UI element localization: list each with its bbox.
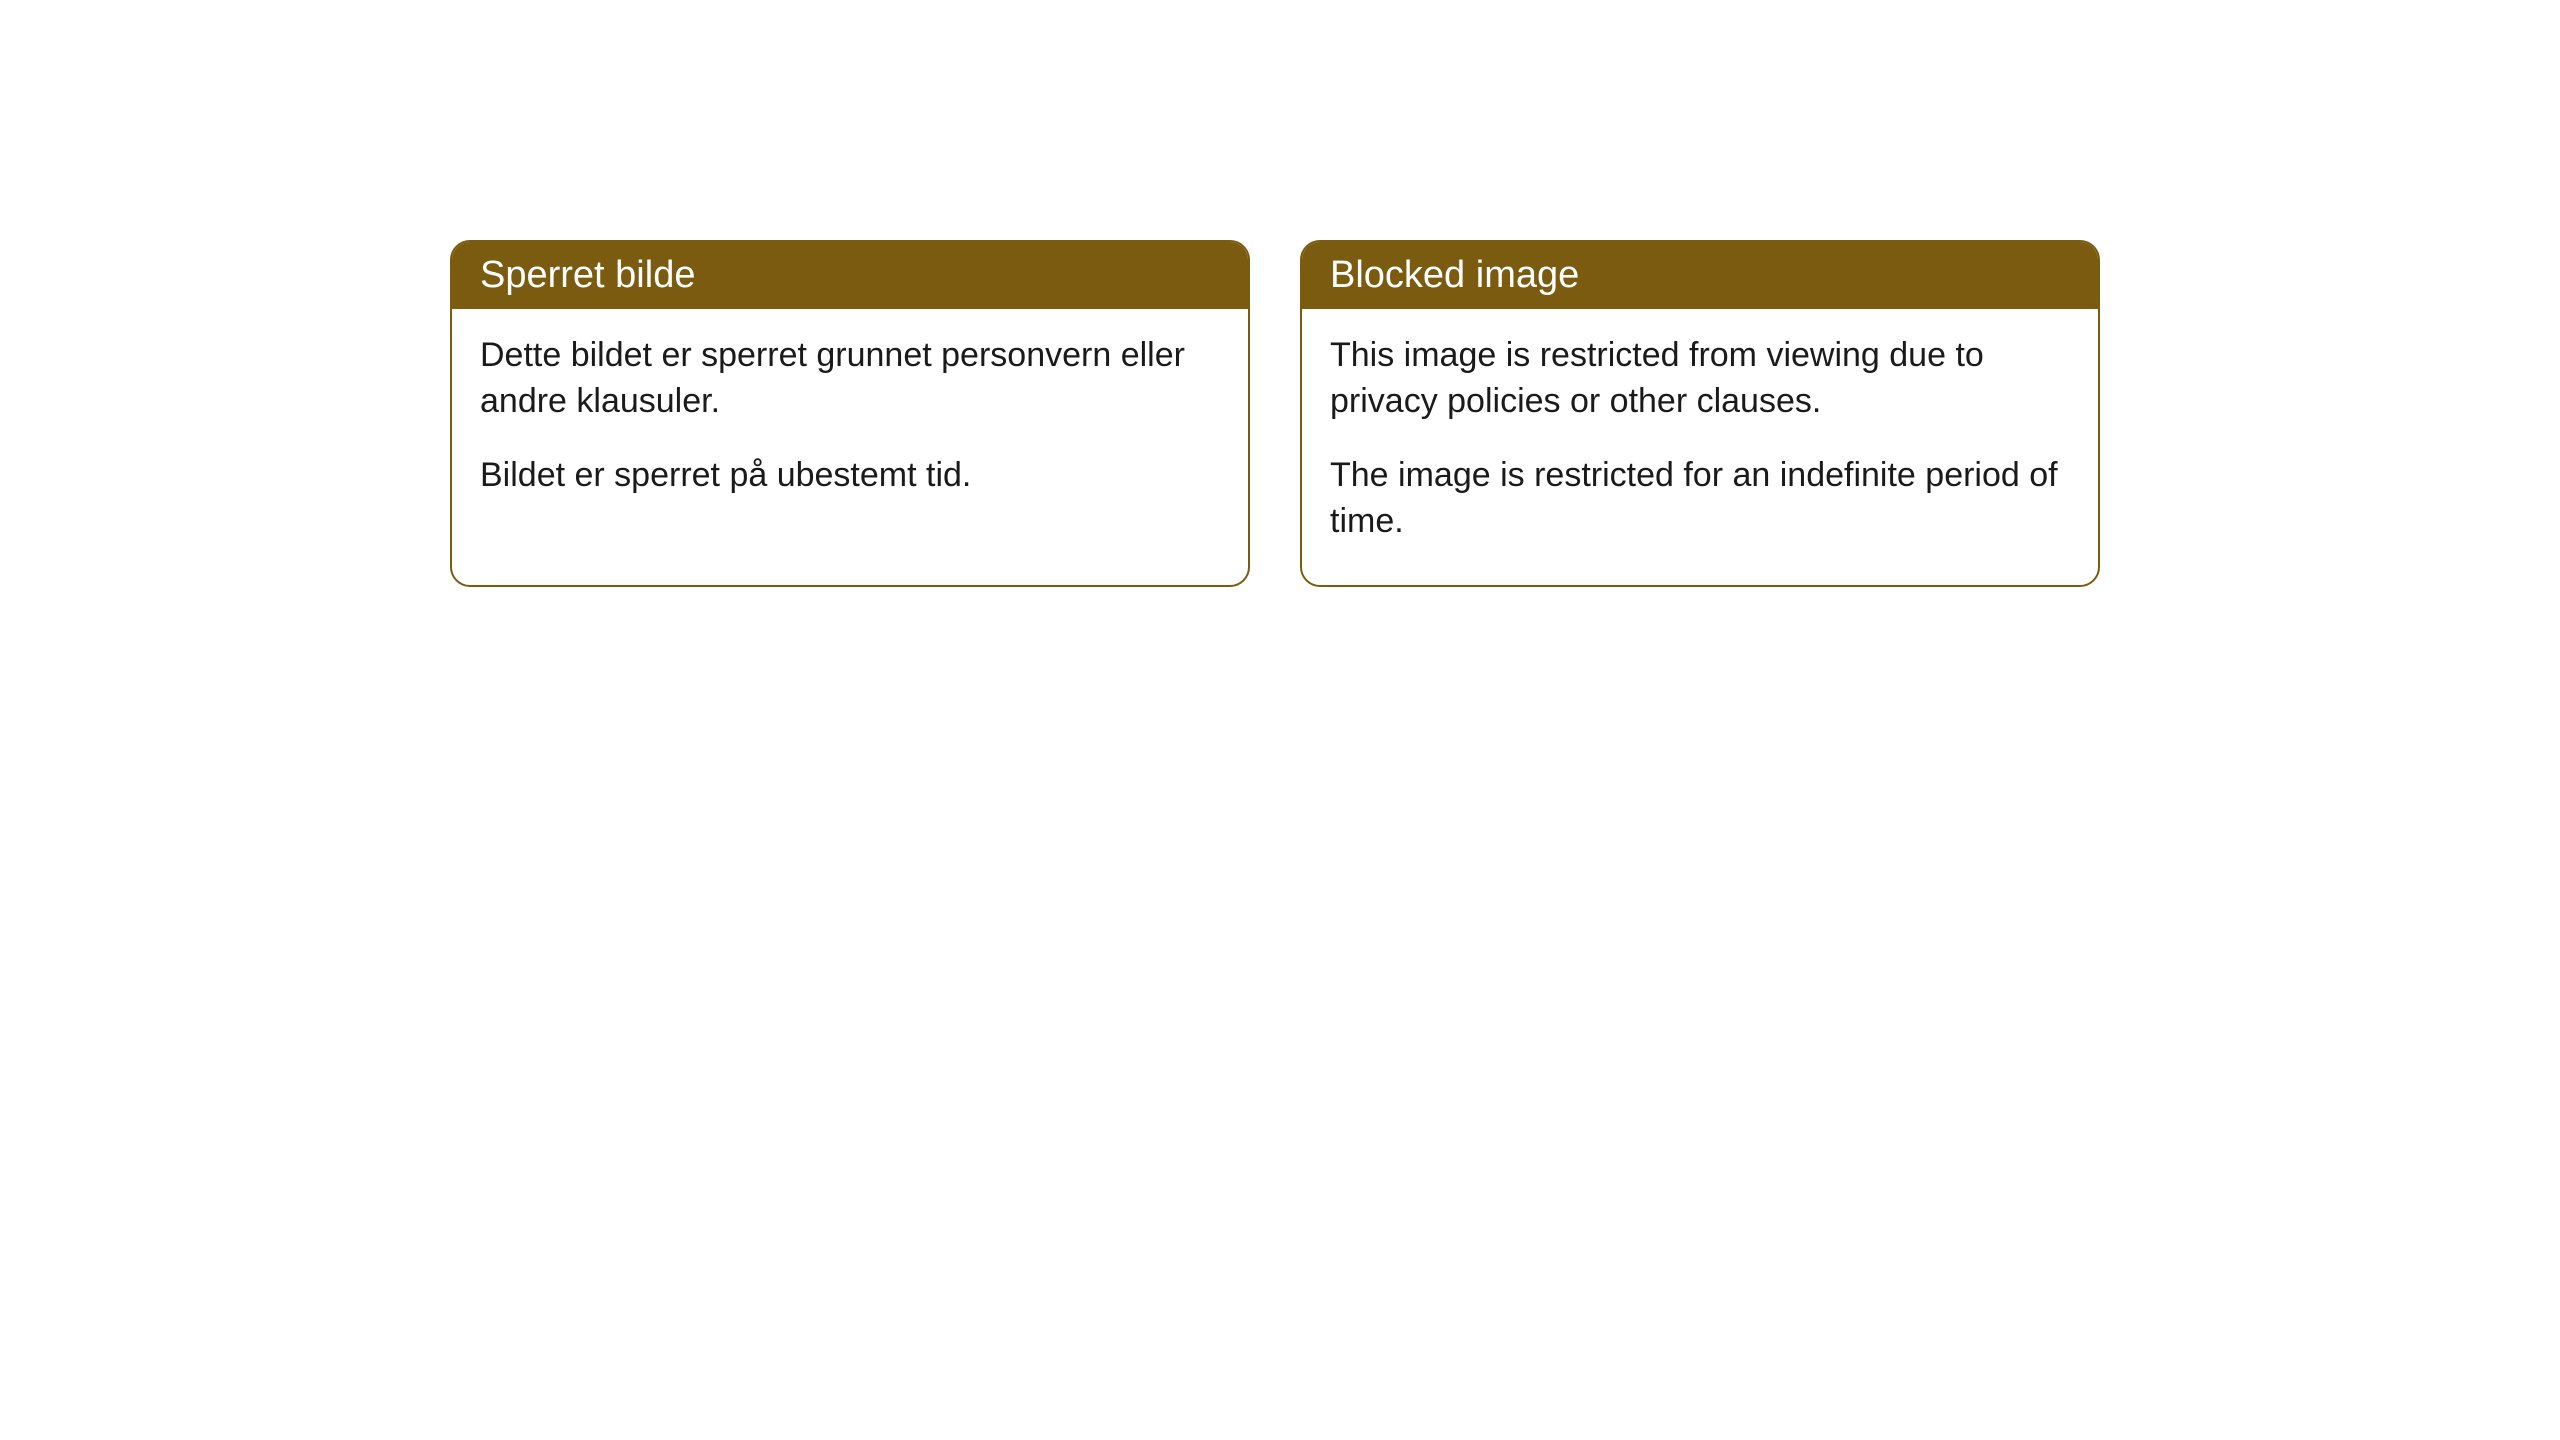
blocked-image-card-norwegian: Sperret bilde Dette bildet er sperret gr…: [450, 240, 1250, 587]
notice-cards-container: Sperret bilde Dette bildet er sperret gr…: [450, 240, 2100, 587]
card-paragraph-2: The image is restricted for an indefinit…: [1330, 453, 2070, 545]
card-header: Blocked image: [1302, 242, 2098, 309]
card-body: Dette bildet er sperret grunnet personve…: [452, 309, 1248, 539]
card-header: Sperret bilde: [452, 242, 1248, 309]
blocked-image-card-english: Blocked image This image is restricted f…: [1300, 240, 2100, 587]
card-paragraph-1: Dette bildet er sperret grunnet personve…: [480, 333, 1220, 425]
card-paragraph-2: Bildet er sperret på ubestemt tid.: [480, 453, 1220, 499]
card-body: This image is restricted from viewing du…: [1302, 309, 2098, 585]
card-paragraph-1: This image is restricted from viewing du…: [1330, 333, 2070, 425]
